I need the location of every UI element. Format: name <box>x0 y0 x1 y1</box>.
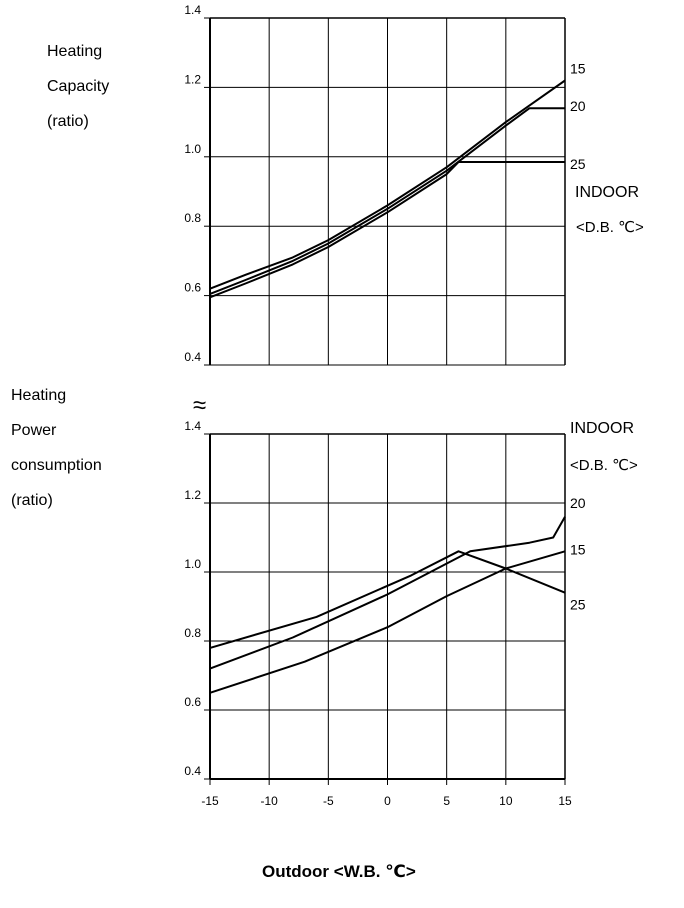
capacity-label-line-2: Capacity <box>47 78 110 95</box>
x-tick-label: -15 <box>201 794 219 808</box>
tick-labels: 1.4 1.2 1.0 0.8 0.6 0.4 1.4 1.2 1.0 0.8 0.6 0.4 -15 -… <box>184 3 572 808</box>
y-tick-label: 0.6 <box>184 281 201 295</box>
series-line-25 <box>209 161 565 299</box>
series-label-20: 20 <box>570 495 586 511</box>
y-tick-label: 1.4 <box>184 3 201 17</box>
y-tick-label: 1.2 <box>184 72 201 86</box>
y-tick-label: 0.4 <box>184 350 201 364</box>
series-label-20: 20 <box>570 98 586 114</box>
y-tick-label: 1.0 <box>184 142 201 156</box>
plot-frame <box>209 17 566 785</box>
capacity-legend-title-2: <D.B. ℃> <box>576 219 644 236</box>
capacity-legend-title-1: INDOOR <box>575 184 639 201</box>
x-tick-label: 10 <box>499 794 513 808</box>
y-tick-label: 0.4 <box>184 764 201 778</box>
power-label-line-1: Heating <box>11 387 67 404</box>
series-label-25: 25 <box>570 156 586 172</box>
power-label-line-3: consumption <box>11 457 102 474</box>
y-tick-label: 1.2 <box>184 488 201 502</box>
y-tick-label: 0.8 <box>184 211 201 225</box>
series-lines <box>209 79 566 694</box>
series-line-25 <box>209 550 566 649</box>
x-tick-label: 0 <box>384 794 391 808</box>
series-label-25: 25 <box>570 597 586 613</box>
y-tick-label: 1.4 <box>184 419 201 433</box>
power-legend-title-1: INDOOR <box>570 420 634 437</box>
x-tick-label: -10 <box>260 794 278 808</box>
x-tick-label: 15 <box>558 794 572 808</box>
y-tick-label: 0.8 <box>184 626 201 640</box>
series-labels: 15 20 25 20 15 25 <box>570 60 586 612</box>
x-tick-label: 5 <box>443 794 450 808</box>
capacity-label-line-1: Heating <box>47 43 103 60</box>
series-line-15 <box>209 79 566 290</box>
power-label-line-2: Power <box>11 422 57 439</box>
power-label-line-4: (ratio) <box>11 492 53 509</box>
series-label-15: 15 <box>570 541 586 557</box>
series-line-20 <box>209 516 566 670</box>
axis-break-symbol: ≈ <box>193 392 207 419</box>
power-legend-title-2: <D.B. ℃> <box>570 457 638 474</box>
y-tick-label: 1.0 <box>184 557 201 571</box>
x-axis-title: Outdoor <W.B. ℃> <box>262 862 416 881</box>
x-tick-label: -5 <box>323 794 334 808</box>
series-label-15: 15 <box>570 60 586 76</box>
series-line-20 <box>209 107 565 295</box>
capacity-label-line-3: (ratio) <box>47 113 89 130</box>
series-line-15 <box>209 550 566 694</box>
grid <box>204 17 566 780</box>
y-tick-label: 0.6 <box>184 695 201 709</box>
